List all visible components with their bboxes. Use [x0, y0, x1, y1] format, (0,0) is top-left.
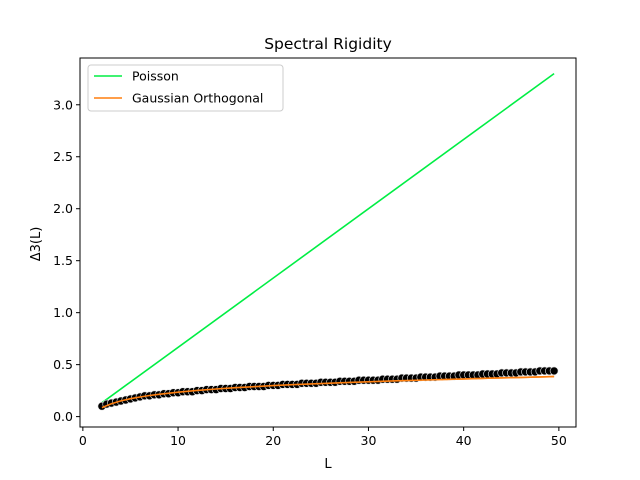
x-axis-label: L [324, 457, 332, 472]
series-line-0 [101, 72, 555, 404]
x-tick-label: 0 [79, 433, 87, 448]
y-tick-label: 2.0 [53, 201, 73, 216]
legend-label-0: Poisson [132, 69, 179, 84]
y-tick-label: 0.0 [53, 409, 73, 424]
legend: Poisson Gaussian Orthogonal [87, 64, 284, 112]
y-axis: 0.0 0.5 1.0 1.5 2.0 2.5 3.0 [53, 97, 80, 424]
y-tick-label: 2.5 [53, 149, 73, 164]
x-tick-label: 50 [551, 433, 567, 448]
legend-box [87, 64, 284, 112]
data-point [549, 366, 559, 376]
x-tick-label: 10 [170, 433, 186, 448]
x-tick-label: 40 [456, 433, 472, 448]
chart-title: Spectral Rigidity [264, 35, 392, 53]
x-axis: 0 10 20 30 40 50 [79, 427, 567, 448]
y-tick-label: 1.5 [53, 253, 73, 268]
y-tick-label: 1.0 [53, 305, 73, 320]
y-tick-label: 0.5 [53, 357, 73, 372]
series-line-overlay [101, 375, 555, 409]
axes-frame [79, 57, 577, 428]
x-tick-label: 30 [361, 433, 377, 448]
legend-label-1: Gaussian Orthogonal [132, 91, 263, 106]
y-tick-label: 3.0 [53, 97, 73, 112]
plot-area [79, 57, 577, 428]
y-axis-label: Δ3(L) [29, 227, 44, 262]
x-tick-label: 20 [265, 433, 281, 448]
